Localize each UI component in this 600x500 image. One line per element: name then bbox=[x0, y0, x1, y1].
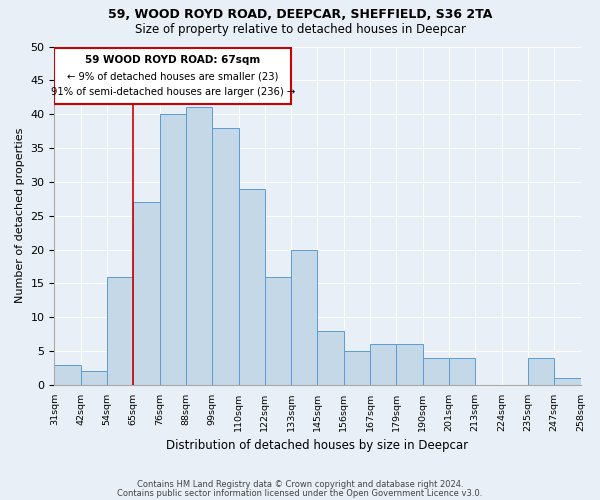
Text: Size of property relative to detached houses in Deepcar: Size of property relative to detached ho… bbox=[134, 22, 466, 36]
Bar bbox=[81, 372, 107, 385]
Bar bbox=[186, 108, 212, 385]
Text: Contains public sector information licensed under the Open Government Licence v3: Contains public sector information licen… bbox=[118, 488, 482, 498]
Bar bbox=[449, 358, 475, 385]
Bar bbox=[397, 344, 422, 385]
Bar bbox=[554, 378, 581, 385]
Bar bbox=[239, 188, 265, 385]
Bar bbox=[55, 364, 81, 385]
Bar bbox=[291, 250, 317, 385]
X-axis label: Distribution of detached houses by size in Deepcar: Distribution of detached houses by size … bbox=[166, 440, 469, 452]
Bar bbox=[422, 358, 449, 385]
Bar bbox=[317, 331, 344, 385]
Text: 91% of semi-detached houses are larger (236) →: 91% of semi-detached houses are larger (… bbox=[50, 87, 295, 97]
Bar bbox=[133, 202, 160, 385]
Text: Contains HM Land Registry data © Crown copyright and database right 2024.: Contains HM Land Registry data © Crown c… bbox=[137, 480, 463, 489]
Bar bbox=[107, 276, 133, 385]
Bar bbox=[265, 276, 291, 385]
Bar bbox=[370, 344, 397, 385]
Bar bbox=[528, 358, 554, 385]
Y-axis label: Number of detached properties: Number of detached properties bbox=[15, 128, 25, 304]
Text: 59 WOOD ROYD ROAD: 67sqm: 59 WOOD ROYD ROAD: 67sqm bbox=[85, 54, 260, 64]
Text: 59, WOOD ROYD ROAD, DEEPCAR, SHEFFIELD, S36 2TA: 59, WOOD ROYD ROAD, DEEPCAR, SHEFFIELD, … bbox=[108, 8, 492, 20]
Bar bbox=[212, 128, 239, 385]
FancyBboxPatch shape bbox=[55, 48, 291, 104]
Bar bbox=[344, 351, 370, 385]
Bar bbox=[160, 114, 186, 385]
Text: ← 9% of detached houses are smaller (23): ← 9% of detached houses are smaller (23) bbox=[67, 72, 278, 82]
